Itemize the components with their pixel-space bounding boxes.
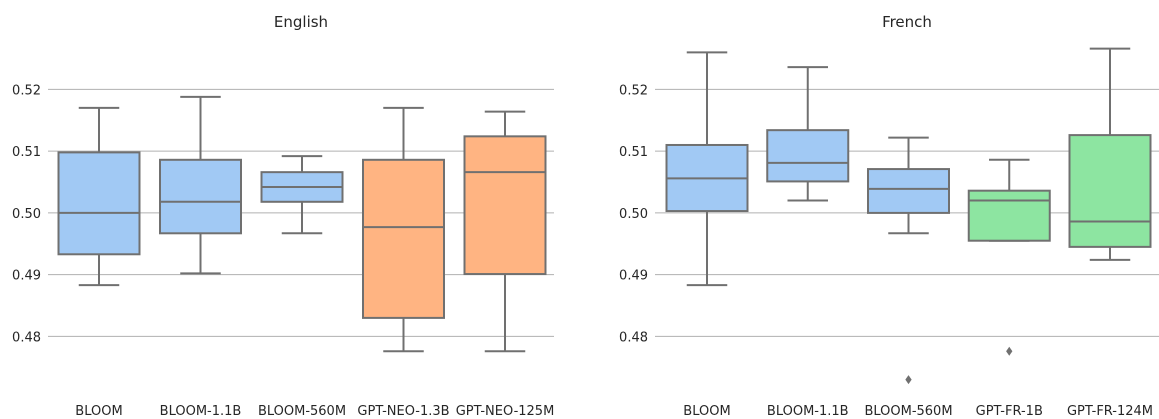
box-bloom-1-1b [159, 95, 242, 275]
iqr-box [967, 189, 1051, 242]
x-tick-label: BLOOM-560M [864, 404, 952, 419]
x-tick-label: GPT-NEO-125M [456, 404, 555, 419]
y-tick-label: 0.52 [619, 83, 648, 98]
chart-english: English 0.48 0.49 0.50 0.51 0.52 BLOOM BLOOM-1… [12, 13, 554, 419]
box-bloom-1-1b [766, 66, 850, 202]
x-tick-label: BLOOM [683, 404, 730, 419]
iqr-box [463, 135, 547, 276]
y-tick-label: 0.48 [12, 330, 41, 345]
chart-title: English [274, 13, 328, 31]
x-tick-label: GPT-FR-124M [1067, 404, 1153, 419]
box-bloom-560m [867, 136, 950, 385]
y-tick-label: 0.48 [619, 330, 648, 345]
iqr-box [1068, 134, 1152, 248]
iqr-box [159, 158, 242, 235]
box-bloom [57, 106, 141, 287]
outlier-point [905, 375, 912, 385]
y-tick-label: 0.52 [12, 83, 41, 98]
chart-french: French 0.48 0.49 0.50 0.51 0.52 BLOOM BLOOM-1.… [619, 13, 1159, 419]
y-tick-label: 0.49 [619, 269, 648, 284]
chart-title: French [882, 13, 932, 31]
y-tick-label: 0.50 [619, 207, 648, 222]
box-bloom-560m [260, 155, 344, 235]
box-bloom [665, 51, 749, 287]
y-tick-label: 0.49 [12, 269, 41, 284]
box-gpt-neo-1-3b [362, 106, 445, 353]
iqr-box [57, 151, 141, 256]
iqr-box [362, 158, 445, 319]
box-gpt-fr-1b [967, 158, 1051, 356]
x-tick-label: GPT-NEO-1.3B [357, 404, 449, 419]
x-tick-label: BLOOM-1.1B [767, 404, 849, 419]
box-gpt-neo-125m [463, 110, 547, 353]
x-tick-label: BLOOM-1.1B [160, 404, 242, 419]
y-tick-label: 0.51 [619, 145, 648, 160]
x-tick-label: BLOOM [75, 404, 122, 419]
x-tick-label: GPT-FR-1B [976, 404, 1043, 419]
outlier-point [1006, 346, 1013, 356]
iqr-box [766, 129, 850, 183]
iqr-box [867, 168, 950, 214]
y-tick-label: 0.51 [12, 145, 41, 160]
x-tick-label: BLOOM-560M [258, 404, 346, 419]
box-gpt-fr-124m [1068, 47, 1152, 261]
y-tick-label: 0.50 [12, 207, 41, 222]
